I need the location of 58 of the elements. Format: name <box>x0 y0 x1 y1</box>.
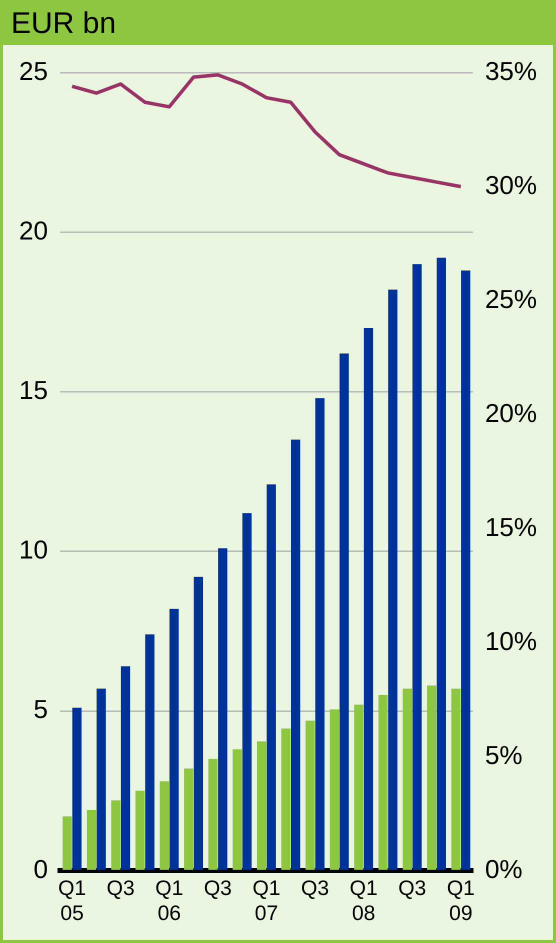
x-tick-label: Q1 05 <box>58 876 86 926</box>
y-tick-label: 25 <box>19 56 48 86</box>
bar <box>135 790 145 870</box>
bar <box>388 290 398 870</box>
x-tick-label: Q1 09 <box>446 876 475 926</box>
y-tick-label: 5 <box>33 694 48 724</box>
bar <box>120 666 130 870</box>
bar <box>111 800 120 870</box>
bar <box>451 688 461 870</box>
x-tick-label: Q3 <box>106 876 135 900</box>
bar <box>72 708 82 870</box>
bar <box>315 398 325 870</box>
bar <box>184 768 194 870</box>
bar <box>330 709 340 870</box>
bar <box>86 810 96 870</box>
bar <box>170 608 179 870</box>
y2-tick-label: 30% <box>484 170 538 200</box>
x-tick-label: Q3 <box>398 876 426 900</box>
bar <box>402 688 412 870</box>
bar <box>266 484 276 870</box>
bar <box>427 685 436 870</box>
bar <box>256 741 266 870</box>
bar <box>290 440 300 870</box>
bar <box>218 548 228 870</box>
bar <box>242 513 252 870</box>
y-tick-label: 0 <box>33 854 48 884</box>
x-tick-label: Q3 <box>204 876 232 900</box>
bar <box>96 688 106 870</box>
bar <box>160 781 170 870</box>
bar <box>436 258 446 870</box>
x-tick-label: Q1 08 <box>350 876 378 926</box>
bar <box>194 576 204 870</box>
chart-title: EUR bn <box>3 3 553 45</box>
y2-tick-label: 10% <box>484 626 538 656</box>
y2-tick-label: 5% <box>484 740 523 770</box>
y2-tick-label: 20% <box>484 398 538 428</box>
bar <box>378 695 388 870</box>
bar <box>364 328 374 870</box>
bar <box>412 264 422 870</box>
bar <box>145 634 154 870</box>
x-tick-label: Q1 06 <box>155 876 184 926</box>
y-tick-label: 20 <box>19 215 48 246</box>
y2-tick-label: 15% <box>484 512 538 542</box>
bar <box>354 704 364 870</box>
y-tick-label: 15 <box>19 374 48 405</box>
bar <box>340 353 349 870</box>
y2-tick-label: 35% <box>484 56 538 86</box>
y2-tick-label: 0% <box>484 854 523 884</box>
bar <box>208 758 218 870</box>
x-tick-label: Q3 <box>301 876 330 900</box>
bar <box>281 728 290 870</box>
y2-tick-label: 25% <box>484 284 538 314</box>
y-tick-label: 10 <box>19 534 48 565</box>
bar <box>461 270 470 870</box>
x-tick-label: Q1 07 <box>252 876 280 926</box>
bar <box>306 720 315 870</box>
bar <box>62 816 72 870</box>
bar <box>232 749 242 870</box>
